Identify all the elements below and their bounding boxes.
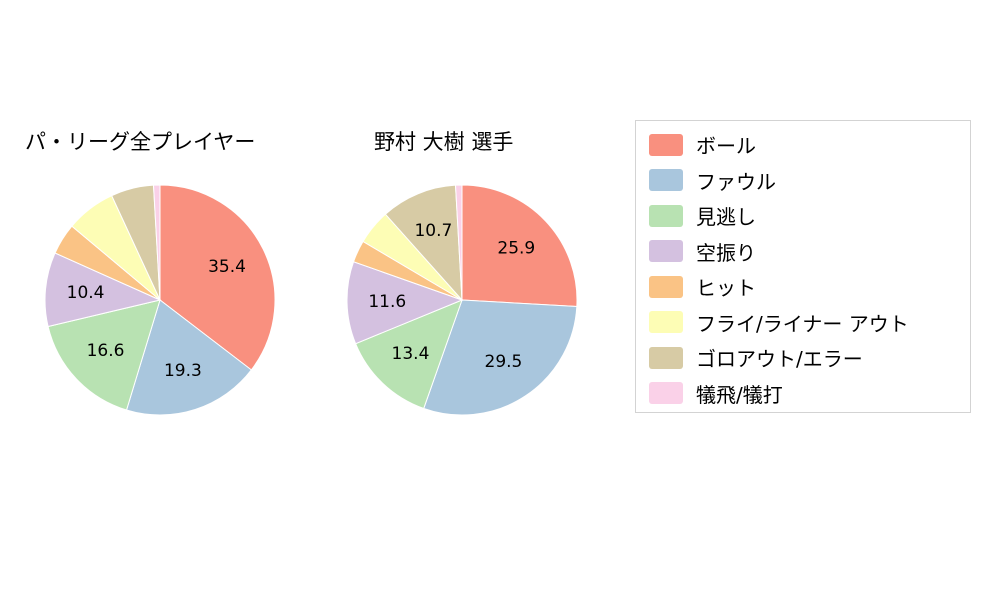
pie-slice-1-0 <box>461 184 578 308</box>
pie-slice-value-label: 29.5 <box>485 352 523 372</box>
legend-swatch-hit <box>649 275 683 298</box>
pie-chart-title-player-nomura-daiki: 野村 大樹 選手 <box>374 130 514 154</box>
pie-slice-value-label: 35.4 <box>208 257 246 277</box>
pie-slice-0-7 <box>152 184 161 301</box>
pie-chart-player-nomura-daiki: 25.9 29.5 13.4 11.6 10.7 <box>346 184 578 416</box>
pie-slice-0-3 <box>44 252 162 328</box>
legend-label-fly-liner-out: フライ/ライナー アウト <box>696 311 909 336</box>
legend-item-foul: ファウル <box>636 163 970 199</box>
pie-slice-value-label: 19.3 <box>164 361 202 381</box>
legend-item-called-strike: 見逃し <box>636 198 970 234</box>
legend-label-swinging-miss: 空振り <box>696 240 756 265</box>
legend-label-sacrifice: 犠飛/犠打 <box>696 382 783 407</box>
pie-chart-league-all-players: 35.4 19.3 16.6 10.4 <box>44 184 276 416</box>
legend-swatch-ball <box>649 133 683 156</box>
pie-slice-1-1 <box>423 299 578 416</box>
legend-swatch-sacrifice <box>649 382 683 405</box>
pie-slice-value-label: 25.9 <box>497 239 535 259</box>
legend-swatch-groundout-error <box>649 346 683 369</box>
legend-label-called-strike: 見逃し <box>696 205 756 230</box>
pie-slice-value-label: 16.6 <box>87 341 125 361</box>
legend-item-groundout-error: ゴロアウト/エラー <box>636 340 970 376</box>
legend-label-groundout-error: ゴロアウト/エラー <box>696 347 863 372</box>
pie-slice-1-6 <box>384 184 463 302</box>
pie-slice-1-2 <box>354 299 463 410</box>
legend: ボール ファウル 見逃し 空振り ヒット フライ/ライナー アウト ゴロアウト/… <box>635 120 971 413</box>
legend-label-ball: ボール <box>696 134 756 159</box>
pie-slice-1-7 <box>454 184 463 301</box>
pie-slice-value-label: 10.4 <box>67 283 105 303</box>
pie-slice-0-1 <box>125 299 253 416</box>
pie-slice-0-0 <box>159 184 276 371</box>
legend-swatch-fly-liner-out <box>649 311 683 334</box>
pie-chart-title-league-all-players: パ・リーグ全プレイヤー <box>25 130 256 154</box>
legend-label-hit: ヒット <box>696 276 756 301</box>
legend-swatch-swinging-miss <box>649 240 683 263</box>
legend-item-fly-liner-out: フライ/ライナー アウト <box>636 305 970 341</box>
legend-item-sacrifice: 犠飛/犠打 <box>636 376 970 412</box>
legend-item-swinging-miss: 空振り <box>636 234 970 270</box>
pie-slice-value-label: 13.4 <box>392 344 430 364</box>
legend-item-hit: ヒット <box>636 269 970 305</box>
pie-slice-0-2 <box>47 299 161 411</box>
legend-swatch-called-strike <box>649 204 683 227</box>
pie-slice-value-label: 10.7 <box>414 221 452 241</box>
pie-slice-value-label: 11.6 <box>368 292 406 312</box>
legend-label-foul: ファウル <box>696 169 776 194</box>
legend-item-ball: ボール <box>636 127 970 163</box>
pie-slice-1-3 <box>346 261 464 345</box>
legend-swatch-foul <box>649 169 683 192</box>
